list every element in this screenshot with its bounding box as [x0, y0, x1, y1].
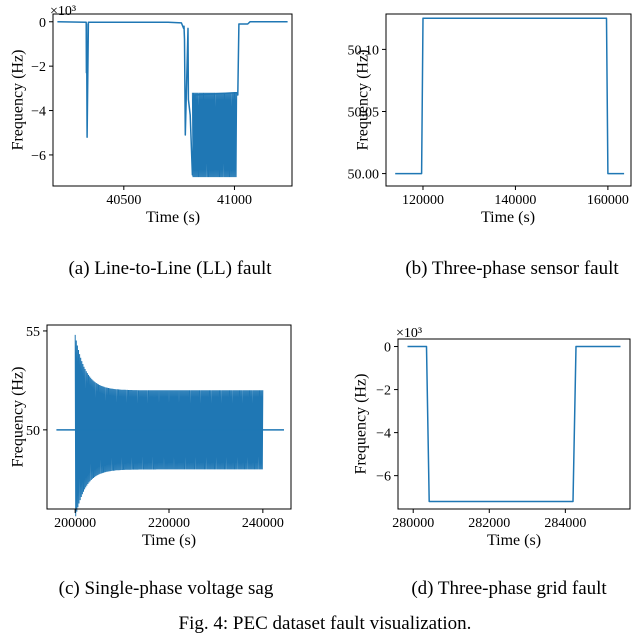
x-tick-label: 284000 — [544, 516, 586, 531]
x-tick-label: 120000 — [402, 193, 444, 208]
axes-frame-b — [385, 13, 632, 187]
series-line-d — [407, 345, 621, 503]
series-oscillation-a — [191, 92, 238, 178]
subfigure-caption: (a) Line-to-Line (LL) fault — [68, 258, 272, 279]
y-tick-label: 50.05 — [348, 105, 380, 120]
x-tick-label: 200000 — [54, 516, 96, 531]
x-tick-label: 240000 — [242, 516, 284, 531]
chart-a: 40500 41000 0 −2 −4 −6 Time (s) Frequency (Hz) ×… — [9, 4, 293, 279]
subfigure-caption: (b) Three-phase sensor fault — [405, 258, 619, 279]
x-axis-label: Time (s) — [481, 209, 535, 226]
x-tick-label: 160000 — [587, 193, 629, 208]
y-tick-label: −2 — [376, 384, 391, 399]
subfigure-caption: (c) Single-phase voltage sag — [59, 578, 274, 599]
y-axis-label: Frequency (Hz) — [9, 367, 26, 468]
x-tick-label: 282000 — [468, 516, 510, 531]
axes-frame-a — [52, 13, 293, 187]
figure-caption: Fig. 4: PEC dataset fault visualization. — [179, 613, 472, 634]
chart-c: 200000 220000 240000 50 55 Time (s) Frequency … — [9, 324, 292, 599]
x-axis-label: Time (s) — [487, 532, 541, 549]
x-tick-label: 220000 — [148, 516, 190, 531]
y-multiplier: ×10³ — [396, 326, 422, 341]
series-oscillation-c — [74, 334, 264, 517]
y-axis-label: Frequency (Hz) — [354, 50, 371, 151]
x-tick-label: 280000 — [392, 516, 434, 531]
y-tick-label: 50 — [26, 424, 40, 439]
y-tick-label: 55 — [26, 325, 40, 340]
y-tick-label: 50.10 — [348, 43, 380, 58]
y-tick-label: −2 — [31, 60, 46, 75]
y-tick-label: 0 — [39, 16, 46, 31]
y-tick-label: 0 — [384, 341, 391, 356]
y-multiplier: ×10³ — [50, 4, 76, 19]
axes-frame-d — [397, 338, 631, 510]
x-axis-label: Time (s) — [142, 532, 196, 549]
chart-d: 280000 282000 284000 0 −2 −4 −6 Time (s) Frequen… — [352, 326, 631, 599]
chart-b: 120000 140000 160000 50.00 50.05 50.10 Time (s… — [348, 13, 632, 279]
series-line-a — [57, 21, 288, 176]
y-axis-label: Frequency (Hz) — [352, 374, 369, 475]
y-tick-label: −4 — [376, 427, 391, 442]
x-tick-label: 140000 — [494, 193, 536, 208]
y-tick-label: −6 — [376, 470, 391, 485]
y-tick-label: −4 — [31, 105, 46, 120]
series-line-b — [395, 17, 625, 175]
x-tick-label: 41000 — [217, 193, 252, 208]
y-tick-label: 50.00 — [348, 168, 380, 183]
x-tick-label: 40500 — [106, 193, 141, 208]
y-tick-label: −6 — [31, 149, 46, 164]
y-axis-label: Frequency (Hz) — [9, 50, 26, 151]
x-axis-label: Time (s) — [146, 209, 200, 226]
subfigure-caption: (d) Three-phase grid fault — [411, 578, 607, 599]
